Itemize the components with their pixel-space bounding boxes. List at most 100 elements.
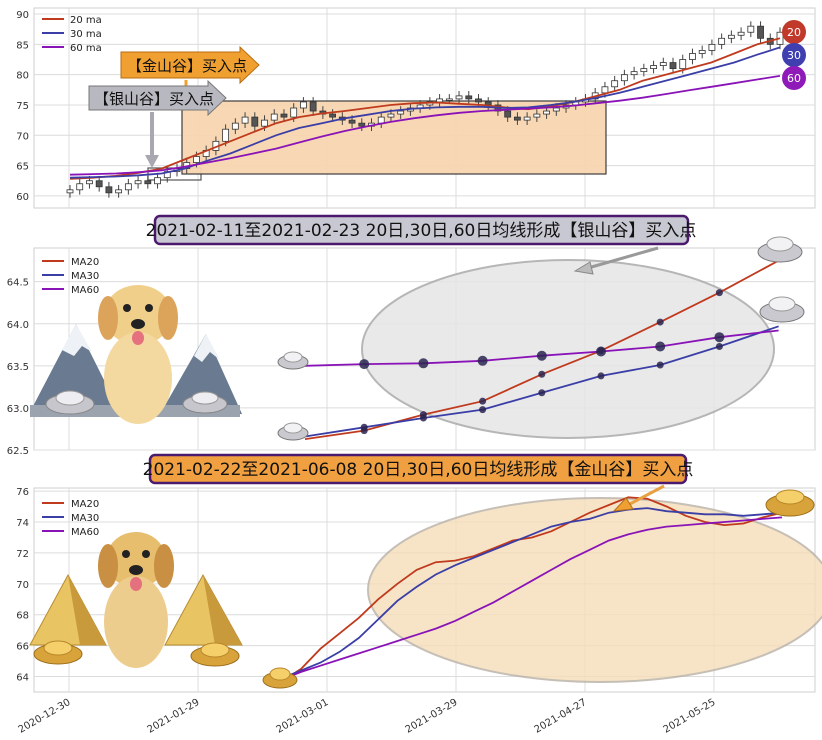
mid-point: [418, 358, 429, 369]
candle-body: [348, 119, 356, 124]
candle-body: [620, 74, 628, 82]
mid-point: [715, 342, 723, 350]
bot-legend-ma60: MA60: [71, 527, 99, 538]
candle-body: [300, 101, 307, 109]
bot-legend-ma30: MA30: [71, 513, 99, 524]
y-tick-label: 64.5: [7, 278, 29, 289]
candle-body: [630, 71, 638, 76]
candle-body: [523, 116, 531, 121]
mid-point: [536, 350, 547, 361]
top-panel: 60 65 70 75 80 85 90 20 ma 30 ma 60 ma 【金山谷】买入…: [16, 7, 816, 209]
candle-body: [611, 80, 619, 88]
candle-body: [377, 116, 385, 124]
candle-body: [650, 65, 657, 70]
bottom-panel: 64 66 68 70 72 74 76 2020-12-30 2021-01-29 2021-…: [16, 453, 822, 736]
bottom-ma-lines: [281, 496, 783, 682]
candle-body: [397, 110, 405, 115]
badge-30: 30: [787, 49, 801, 62]
candle-body: [737, 31, 745, 36]
ma-badges: 20 30 60: [782, 20, 806, 90]
top-line-ma60: [69, 75, 781, 176]
candle-body: [757, 25, 764, 39]
silver-banner: 2021-02-11至2021-02-23 20日,30日,60日均线形成【银山…: [146, 214, 697, 246]
y-tick-label: 63.0: [7, 404, 29, 415]
legend-label-20ma: 20 ma: [70, 15, 102, 26]
candle-body: [504, 110, 512, 118]
silver-ingot-markers: [277, 236, 805, 441]
candle-body: [105, 186, 113, 194]
mid-point: [538, 389, 546, 397]
x-tick-label: 2021-03-29: [404, 697, 460, 736]
top-ma-lines: [69, 37, 781, 180]
y-tick-label: 68: [16, 611, 29, 622]
mid-point: [597, 372, 605, 380]
candle-body: [193, 156, 200, 163]
y-tick-label: 60: [16, 192, 29, 203]
candle-body: [747, 25, 755, 33]
candle-body: [86, 180, 93, 185]
candle-body: [698, 50, 706, 54]
gold-ingot-markers: [262, 489, 815, 689]
mid-legend-ma30: MA30: [71, 271, 99, 282]
silver-banner-text: 2021-02-11至2021-02-23 20日,30日,60日均线形成【银山…: [146, 221, 697, 241]
y-tick-label: 70: [16, 131, 29, 142]
y-tick-label: 64.0: [7, 320, 29, 331]
gold-banner: 2021-02-22至2021-06-08 20日,30日,60日均线形成【金山…: [143, 453, 693, 485]
candle-body: [329, 113, 337, 118]
mid-point: [360, 423, 368, 431]
candle-body: [261, 119, 268, 127]
badge-30-circle: [782, 43, 806, 67]
y-tick-label: 66: [16, 642, 29, 653]
candle-body: [445, 98, 453, 101]
mid-point: [359, 359, 370, 370]
candle-body: [475, 98, 482, 103]
silver-highlight-ellipse: [361, 259, 775, 439]
mid-point: [477, 355, 488, 366]
gold-arrow-label: 【金山谷】买入点: [127, 57, 247, 75]
y-tick-label: 64: [16, 673, 29, 684]
top-line-ma30: [69, 46, 781, 179]
middle-y-tick-labels: 62.5 63.0 63.5 64.0 64.5: [7, 278, 29, 457]
candle-body: [222, 128, 230, 142]
candle-body: [679, 59, 687, 70]
mid-legend-ma60: MA60: [71, 285, 99, 296]
gold-buy-arrow: 【金山谷】买入点: [120, 45, 260, 101]
y-tick-label: 75: [16, 101, 29, 112]
silver-buy-arrow: 【银山谷】买入点: [88, 79, 227, 168]
y-tick-label: 85: [16, 40, 29, 51]
mid-point: [715, 289, 723, 297]
bot-line-ma60: [281, 516, 783, 681]
silver-pointer-arrow: [573, 246, 659, 275]
silver-dog-illustration: [30, 285, 242, 424]
badge-20: 20: [787, 26, 801, 39]
candle-body: [689, 53, 696, 60]
mid-point: [656, 361, 664, 369]
mid-point: [538, 370, 546, 378]
mid-point: [479, 397, 487, 405]
y-tick-label: 74: [16, 518, 29, 529]
candle-body: [115, 189, 123, 194]
mid-point: [655, 341, 666, 352]
y-tick-label: 90: [16, 10, 29, 21]
candle-body: [358, 122, 366, 127]
candle-body: [513, 116, 521, 121]
candle-body: [280, 113, 288, 118]
mid-point: [656, 318, 664, 326]
bottom-legend: MA20 MA30 MA60: [42, 499, 99, 538]
y-tick-label: 80: [16, 71, 29, 82]
mid-legend-ma20: MA20: [71, 257, 99, 268]
candle-body: [669, 62, 677, 70]
gold-highlight-ellipse: [367, 497, 822, 683]
candle-body: [436, 98, 443, 103]
y-tick-label: 76: [16, 487, 29, 498]
candle-body: [251, 116, 259, 127]
middle-ma-points: [359, 289, 725, 435]
candle-body: [727, 34, 735, 39]
candle-body: [270, 113, 278, 121]
top-legend: 20 ma 30 ma 60 ma: [42, 15, 102, 54]
x-tick-label: 2021-04-27: [533, 697, 589, 736]
candle-body: [241, 116, 249, 124]
gold-dog-illustration: [29, 532, 243, 668]
mid-point: [419, 414, 427, 422]
